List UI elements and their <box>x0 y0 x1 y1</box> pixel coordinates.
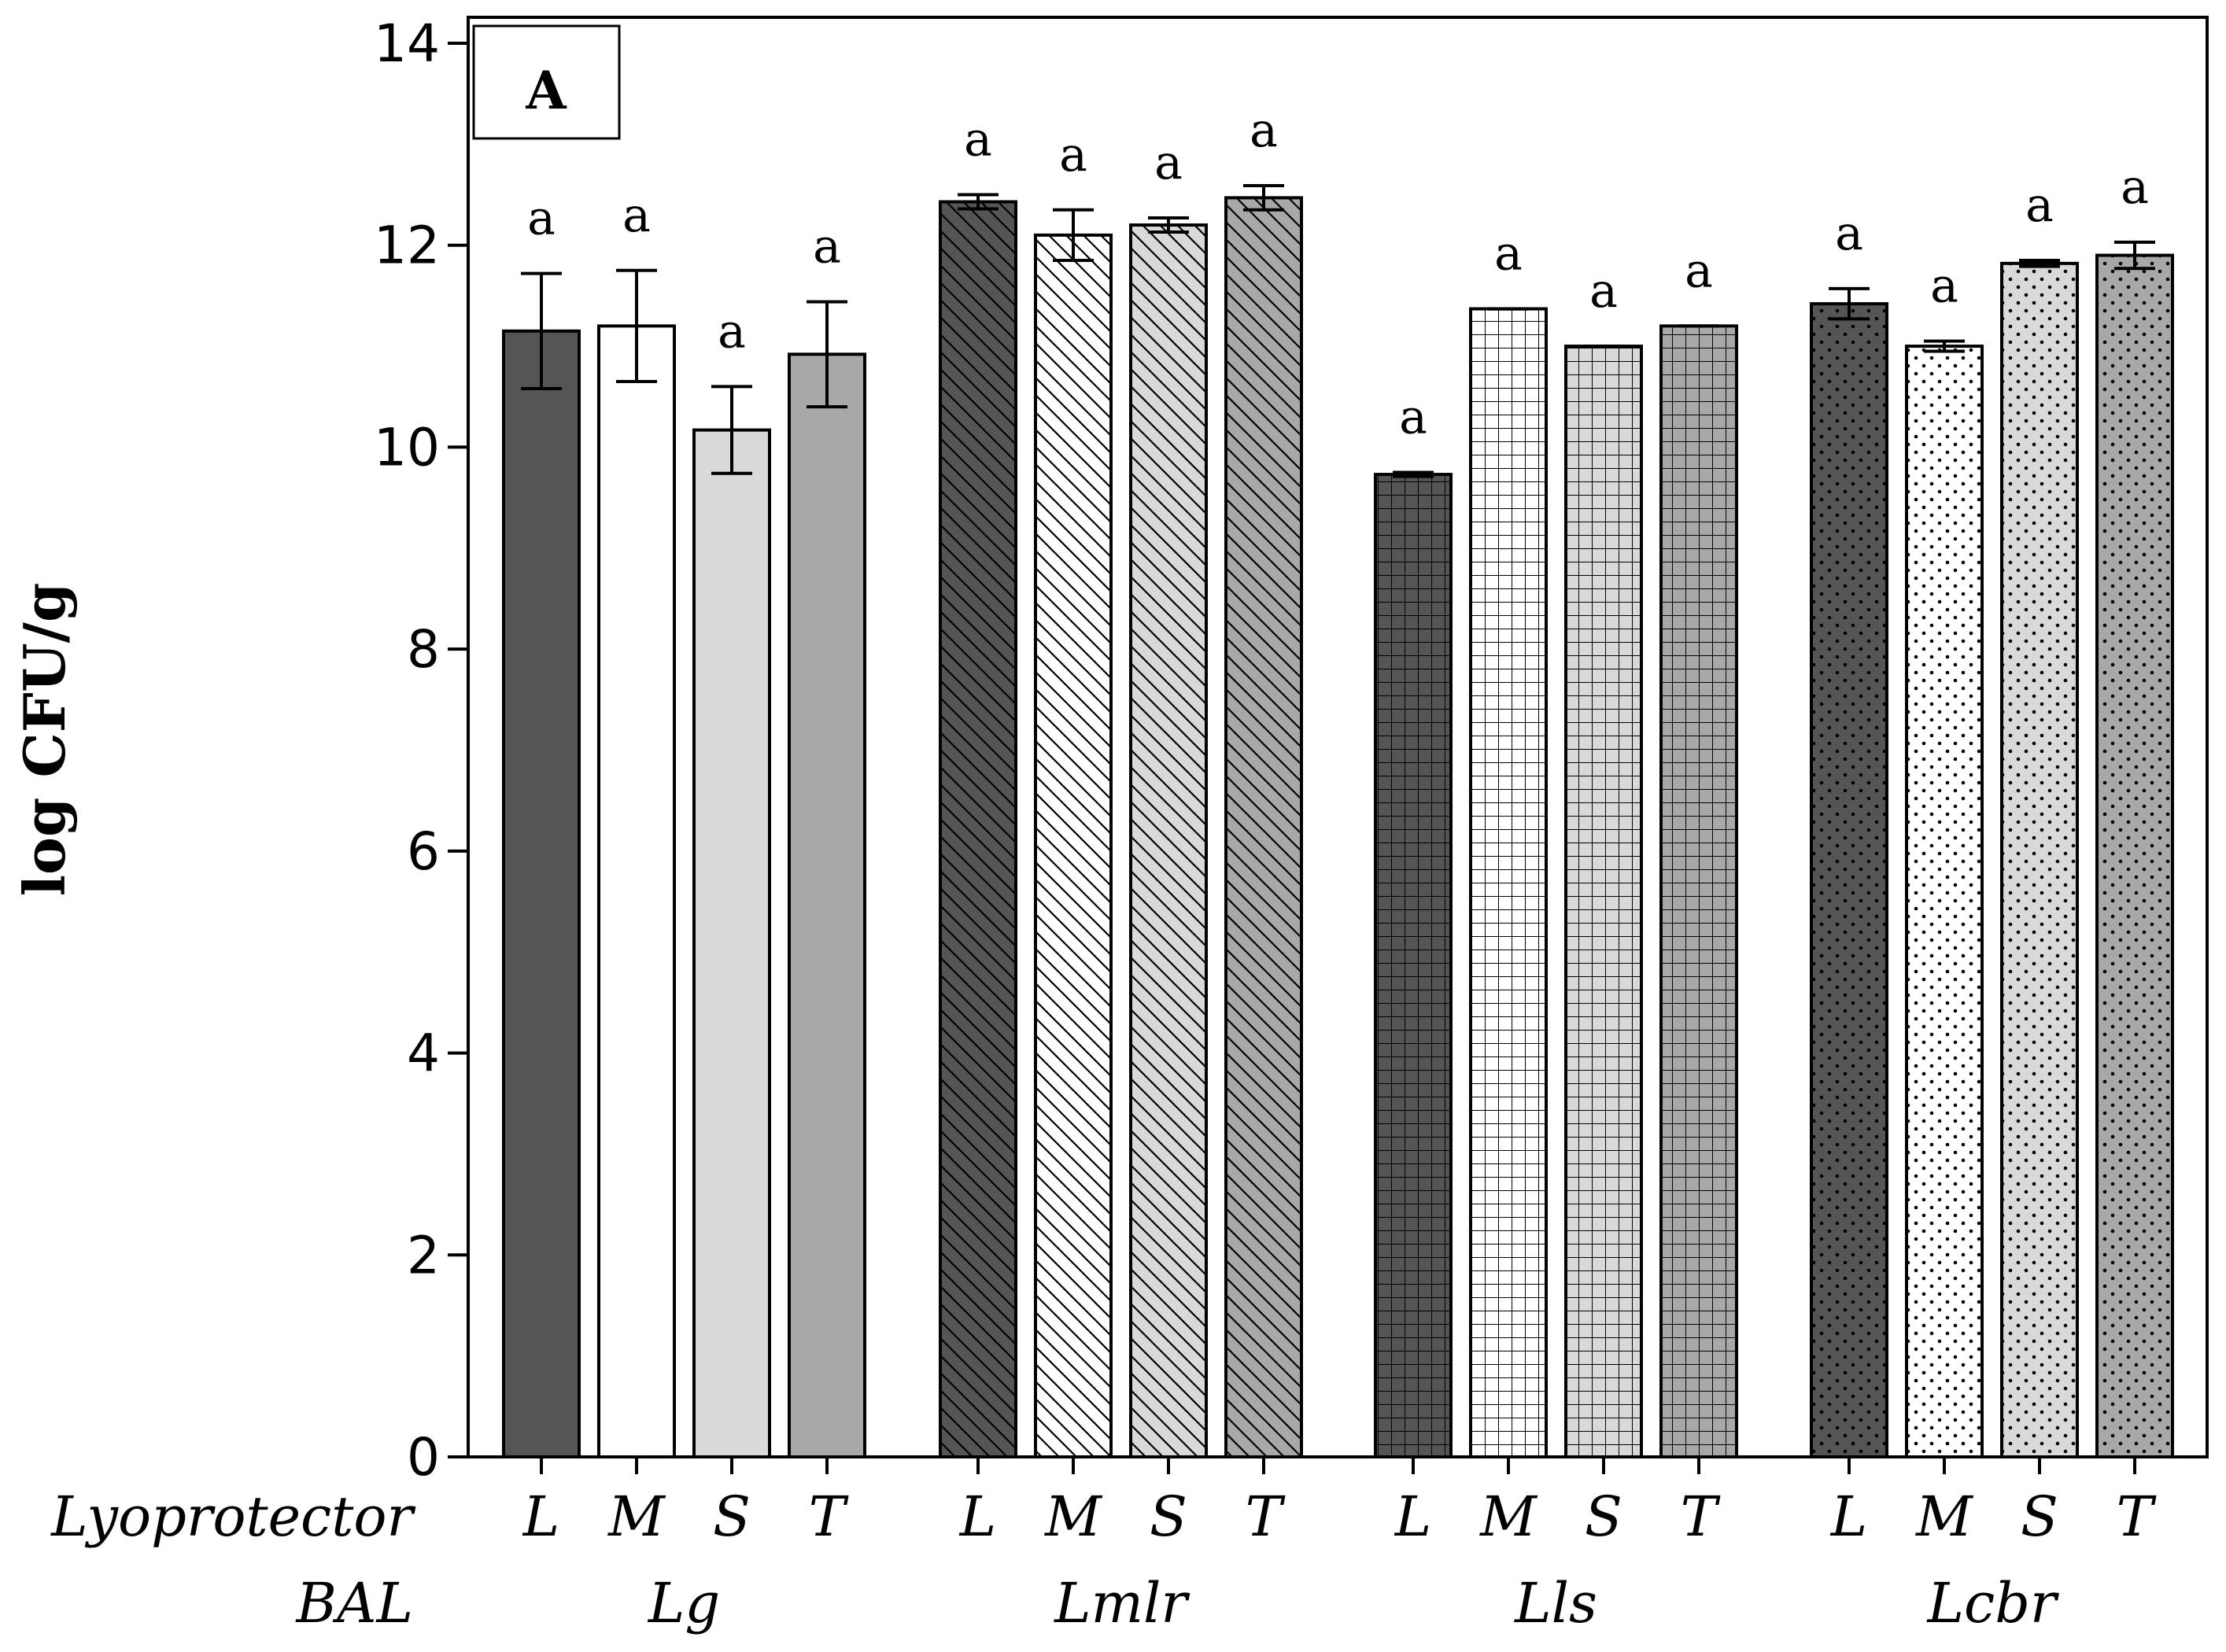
bar-lmlr-t <box>1224 196 1303 1458</box>
bar-lg-t <box>788 352 866 1459</box>
bar-lcbr-l <box>1810 302 1888 1459</box>
y-tick-label: 4 <box>407 1023 440 1084</box>
panel-label: A <box>525 60 567 121</box>
bar-lg-l <box>502 329 581 1458</box>
y-tick-label: 10 <box>374 417 440 478</box>
bal-row-label: BAL <box>295 1571 413 1635</box>
bar-lmlr-l <box>939 200 1017 1458</box>
bar-lcbr-s <box>2000 261 2079 1458</box>
bar-lcbr-t <box>2095 253 2174 1458</box>
y-tick-label: 8 <box>407 619 440 680</box>
lyoprotector-label: M <box>1478 1484 1538 1549</box>
bar-lls-s <box>1564 345 1643 1459</box>
bar-lmlr-m <box>1034 233 1113 1459</box>
significance-label: a <box>2121 160 2149 215</box>
bar-lg-s <box>692 428 771 1458</box>
lyoprotector-label: T <box>1246 1484 1286 1549</box>
significance-label: a <box>1835 206 1863 261</box>
lyoprotector-label: T <box>809 1484 849 1549</box>
y-tick-label: 12 <box>374 216 440 276</box>
panel-label-box <box>472 24 621 140</box>
significance-label: a <box>1059 127 1087 183</box>
significance-label: a <box>1399 390 1427 445</box>
y-tick-label: 6 <box>407 821 440 882</box>
lyoprotector-label: L <box>958 1484 996 1549</box>
bar-lls-m <box>1469 307 1548 1458</box>
lyoprotector-label: M <box>1043 1484 1103 1549</box>
y-axis-label: log CFU/g <box>11 583 78 897</box>
lyoprotector-label: T <box>1681 1484 1721 1549</box>
plot-frame <box>467 16 2209 1458</box>
lyoprotector-label: L <box>522 1484 559 1549</box>
bar-lls-l <box>1374 473 1453 1459</box>
significance-label: a <box>2025 178 2054 233</box>
lyoprotector-label: T <box>2117 1484 2157 1549</box>
lyoprotector-label: S <box>1585 1484 1622 1549</box>
lyoprotector-label: M <box>1914 1484 1974 1549</box>
lyoprotector-label: L <box>1394 1484 1431 1549</box>
significance-label: a <box>1494 227 1523 282</box>
significance-label: a <box>622 188 651 243</box>
y-tick-label: 2 <box>407 1225 440 1285</box>
bal-group-label: Lg <box>647 1571 720 1635</box>
bal-group-label: Lls <box>1513 1571 1597 1635</box>
lyoprotector-label: S <box>2021 1484 2058 1549</box>
y-tick-label: 0 <box>407 1427 440 1488</box>
bar-lcbr-m <box>1905 345 1984 1459</box>
significance-label: a <box>1930 259 1958 314</box>
bar-lmlr-s <box>1129 223 1208 1458</box>
significance-label: a <box>1250 103 1278 158</box>
significance-label: a <box>964 112 992 168</box>
significance-label: a <box>813 219 841 275</box>
lyoprotector-label: S <box>713 1484 751 1549</box>
significance-label: a <box>1589 264 1618 319</box>
lyoprotector-label: M <box>607 1484 666 1549</box>
significance-label: a <box>718 304 746 359</box>
bar-lg-m <box>597 324 676 1458</box>
y-tick-label: 14 <box>374 13 440 74</box>
bar-lls-t <box>1659 324 1738 1458</box>
lyoprotector-label: L <box>1829 1484 1867 1549</box>
bal-group-label: Lmlr <box>1053 1571 1190 1635</box>
significance-label: a <box>1154 135 1183 190</box>
significance-label: a <box>527 191 556 246</box>
lyoprotector-row-label: Lyoprotector <box>50 1484 415 1549</box>
significance-label: a <box>1685 243 1713 298</box>
bal-group-label: Lcbr <box>1926 1571 2059 1635</box>
lyoprotector-label: S <box>1150 1484 1187 1549</box>
